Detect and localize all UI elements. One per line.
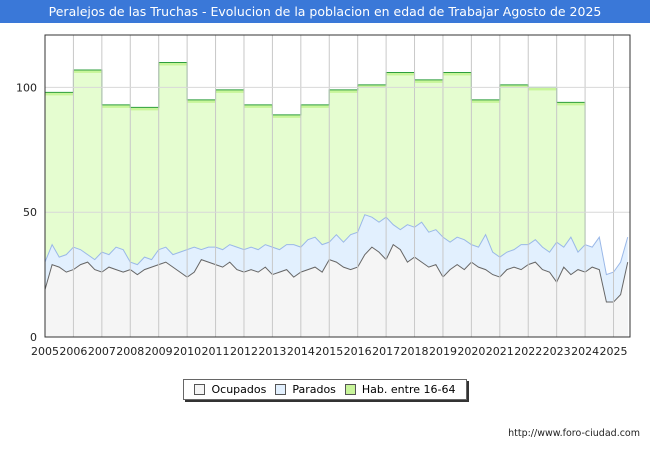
x-tick-label: 2019 [429, 345, 457, 358]
legend-swatch-hab [344, 384, 356, 395]
hab-top-band [471, 99, 500, 103]
hab-top-band [187, 99, 216, 103]
x-tick-label: 2014 [287, 345, 315, 358]
x-tick-label: 2005 [31, 345, 59, 358]
x-tick-label: 2024 [571, 345, 599, 358]
x-tick-label: 2022 [514, 345, 542, 358]
hab-top-band [158, 62, 188, 66]
x-tick-label: 2012 [230, 345, 258, 358]
x-tick-label: 2017 [372, 345, 400, 358]
hab-top-band [130, 107, 159, 111]
hab-top-band [215, 89, 244, 93]
x-tick-label: 2016 [344, 345, 372, 358]
legend: Ocupados Parados Hab. entre 16-64 [183, 379, 467, 400]
x-tick-label: 2023 [543, 345, 571, 358]
legend-item-ocupados: Ocupados [194, 383, 266, 396]
ocupados-area [45, 244, 628, 337]
x-tick-label: 2010 [173, 345, 201, 358]
x-tick-label: 2013 [258, 345, 286, 358]
source-url[interactable]: http://www.foro-ciudad.com [508, 428, 640, 439]
hab-top-band [414, 79, 443, 83]
hab-top-band [442, 72, 472, 76]
x-tick-label: 2009 [145, 345, 173, 358]
legend-item-parados: Parados [275, 383, 336, 396]
x-tick-label: 2006 [59, 345, 87, 358]
hab-top-band [499, 84, 529, 88]
y-tick-label: 0 [30, 331, 37, 344]
x-tick-label: 2021 [486, 345, 514, 358]
hab-top-band [528, 87, 557, 91]
x-tick-label: 2025 [600, 345, 628, 358]
ocupados-line [44, 243, 629, 303]
hab-top-band [386, 72, 415, 76]
x-tick-label: 2007 [88, 345, 116, 358]
x-tick-label: 2011 [202, 345, 230, 358]
legend-label-ocupados: Ocupados [211, 383, 267, 396]
legend-label-parados: Parados [292, 383, 336, 396]
legend-swatch-parados [275, 384, 287, 395]
hab-top-band [45, 92, 74, 96]
x-tick-label: 2015 [315, 345, 343, 358]
x-tick-label: 2020 [457, 345, 485, 358]
parados-line [44, 214, 629, 276]
chart-title: Peralejos de las Truchas - Evolucion de … [0, 0, 650, 23]
y-tick-label: 100 [16, 81, 37, 94]
hab-top-band [556, 102, 586, 106]
legend-item-hab: Hab. entre 16-64 [344, 383, 456, 396]
x-tick-label: 2008 [116, 345, 144, 358]
y-tick-label: 50 [23, 206, 37, 219]
x-tick-label: 2018 [401, 345, 429, 358]
hab-top-band [73, 69, 102, 73]
legend-label-hab: Hab. entre 16-64 [361, 383, 456, 396]
hab-top-band [329, 89, 358, 93]
hab-top-band [357, 84, 387, 88]
hab-top-band [272, 114, 301, 118]
hab-top-band [300, 104, 330, 108]
hab-top-band [243, 104, 273, 108]
legend-swatch-ocupados [194, 384, 206, 395]
plot-border [44, 34, 631, 338]
hab-top-band [101, 104, 131, 108]
